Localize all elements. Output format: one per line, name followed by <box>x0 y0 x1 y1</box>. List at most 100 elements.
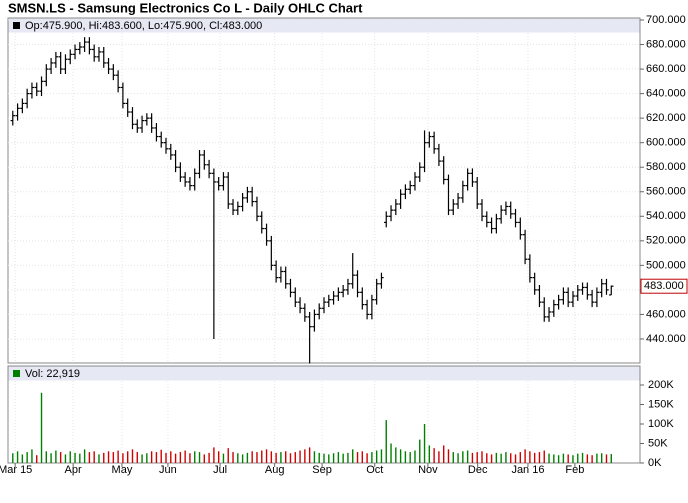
volume-bar <box>270 451 273 463</box>
volume-bar <box>419 439 421 463</box>
volume-bar <box>299 450 301 463</box>
volume-bar <box>567 454 569 463</box>
y-tick-label: 620.000 <box>646 112 686 124</box>
volume-bar <box>189 453 191 463</box>
volume-bar <box>557 455 560 463</box>
volume-bar <box>342 453 344 463</box>
volume-bar <box>184 450 186 463</box>
volume-bar <box>227 448 229 463</box>
volume-bar <box>610 454 612 463</box>
volume-bar <box>294 452 296 463</box>
x-tick-label: Feb <box>565 464 584 476</box>
volume-bar <box>457 453 459 463</box>
volume-bar <box>510 453 512 463</box>
volume-bar <box>481 451 483 463</box>
volume-bar <box>256 452 258 463</box>
volume-bar <box>313 451 316 463</box>
volume-bar <box>237 453 239 463</box>
volume-bar <box>74 452 76 463</box>
volume-bar <box>308 447 311 463</box>
volume-bar <box>50 453 52 463</box>
volume-bar <box>337 452 340 463</box>
y-tick-label: 460.000 <box>646 308 686 320</box>
y-tick-label: 500.000 <box>646 259 686 271</box>
volume-bar <box>395 447 397 463</box>
volume-bar <box>605 454 608 463</box>
y-tick-label: 100K <box>648 418 674 430</box>
x-tick-label: Jul <box>213 464 227 476</box>
volume-legend: Vol: 22,919 <box>25 368 80 380</box>
volume-bar <box>332 453 335 463</box>
volume-bar <box>141 454 143 463</box>
volume-bar <box>538 452 541 463</box>
volume-bar <box>399 449 402 463</box>
x-tick-label: Aug <box>265 464 285 476</box>
volume-bar <box>36 455 38 463</box>
volume-bar <box>356 452 359 463</box>
volume-bar <box>514 454 517 463</box>
volume-bar <box>361 451 364 463</box>
volume-bar <box>519 452 522 463</box>
volume-bar <box>246 452 249 463</box>
price-header <box>8 18 640 33</box>
volume-bar <box>107 451 110 463</box>
x-tick-label: Sep <box>312 464 332 476</box>
volume-bar <box>500 453 502 463</box>
y-tick-label: 700.000 <box>646 14 686 26</box>
volume-bar <box>64 454 67 463</box>
volume-bar <box>462 451 464 463</box>
volume-bar <box>548 453 550 463</box>
volume-bar <box>289 453 292 463</box>
volume-bar <box>347 452 349 463</box>
y-tick-label: 660.000 <box>646 63 686 75</box>
volume-bar <box>98 454 100 463</box>
y-tick-label: 0K <box>648 457 662 469</box>
volume-bar <box>241 454 244 463</box>
volume-bar <box>21 454 24 463</box>
volume-bar <box>261 450 263 463</box>
volume-bar <box>476 452 478 463</box>
y-tick-label: 50K <box>648 437 668 449</box>
volume-bar <box>495 452 498 463</box>
volume-bar <box>284 451 287 463</box>
y-tick-label: 600.000 <box>646 137 686 149</box>
volume-bar <box>160 449 162 463</box>
volume-bar <box>40 392 43 463</box>
volume-bar <box>136 452 138 463</box>
volume-bar <box>203 454 206 463</box>
price-legend: Op:475.900, Hi:483.600, Lo:475.900, Cl:4… <box>25 20 262 32</box>
volume-bar <box>88 452 91 463</box>
y-tick-label: 540.000 <box>646 210 686 222</box>
volume-bar <box>390 443 392 463</box>
volume-bar <box>433 448 435 463</box>
volume-bar <box>543 450 545 463</box>
volume-bar <box>79 453 81 463</box>
volume-bar <box>490 454 493 463</box>
volume-bar <box>112 452 115 463</box>
volume-bar <box>131 449 134 463</box>
volume-bar <box>328 454 330 463</box>
volume-bar <box>409 452 411 463</box>
volume-bar <box>447 449 450 463</box>
volume-bar <box>505 452 507 463</box>
y-tick-label: 520.000 <box>646 235 686 247</box>
volume-legend-swatch <box>13 370 20 377</box>
volume-bar <box>251 451 253 463</box>
volume-bar <box>213 447 215 463</box>
volume-bar <box>591 455 593 463</box>
volume-bar <box>442 445 445 463</box>
volume-bar <box>31 449 33 463</box>
x-tick-label: Mar 15 <box>0 464 32 476</box>
volume-bar <box>16 451 19 463</box>
volume-bar <box>26 452 28 463</box>
volume-bar <box>428 445 431 463</box>
price-legend-swatch <box>13 22 20 29</box>
volume-bar <box>280 452 282 463</box>
volume-bar <box>562 453 565 463</box>
y-tick-label: 560.000 <box>646 186 686 198</box>
volume-bar <box>529 451 531 463</box>
volume-bar <box>577 453 579 463</box>
volume-bar <box>69 451 71 463</box>
x-tick-label: Oct <box>366 464 383 476</box>
